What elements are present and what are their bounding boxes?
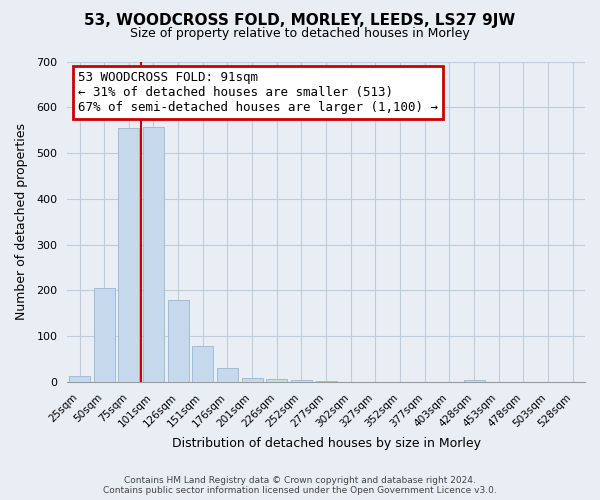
Bar [167,300,188,382]
Bar [143,127,164,382]
Bar [266,379,287,382]
Bar [94,288,115,382]
Bar [464,380,485,382]
Bar [217,368,238,382]
Bar [291,380,312,382]
Y-axis label: Number of detached properties: Number of detached properties [15,124,28,320]
Bar [118,128,139,382]
Bar [69,376,90,382]
X-axis label: Distribution of detached houses by size in Morley: Distribution of detached houses by size … [172,437,481,450]
Bar [316,380,337,382]
Text: 53, WOODCROSS FOLD, MORLEY, LEEDS, LS27 9JW: 53, WOODCROSS FOLD, MORLEY, LEEDS, LS27 … [85,12,515,28]
Bar [193,346,213,382]
Text: Size of property relative to detached houses in Morley: Size of property relative to detached ho… [130,28,470,40]
Text: 53 WOODCROSS FOLD: 91sqm
← 31% of detached houses are smaller (513)
67% of semi-: 53 WOODCROSS FOLD: 91sqm ← 31% of detach… [77,71,437,114]
Text: Contains HM Land Registry data © Crown copyright and database right 2024.
Contai: Contains HM Land Registry data © Crown c… [103,476,497,495]
Bar [242,378,263,382]
